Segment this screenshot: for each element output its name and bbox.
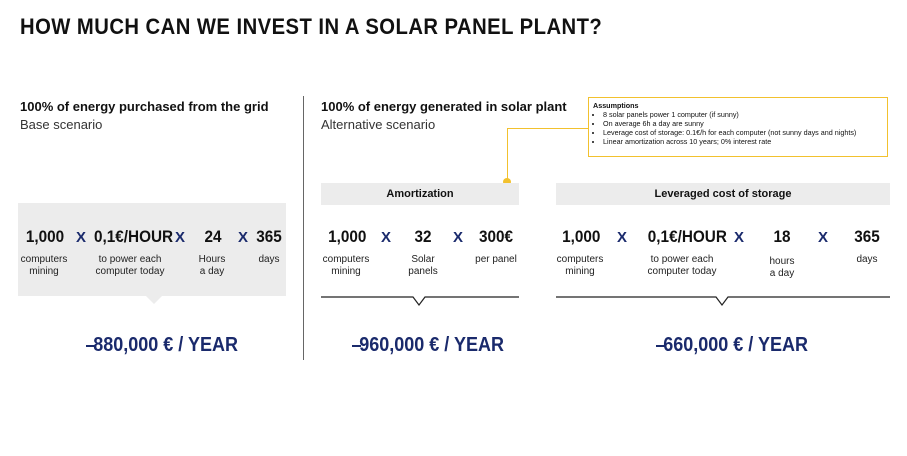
multiply-sign: X <box>734 229 745 246</box>
assumptions-connector <box>507 128 589 129</box>
factor-value: 300€ <box>478 227 514 246</box>
factor-label: hours a day <box>769 256 795 279</box>
factor-label: computers mining <box>556 254 604 277</box>
multiply-sign: X <box>453 229 464 246</box>
assumption-item: On average 6h a day are sunny <box>603 119 883 128</box>
factor-value: 365 <box>256 227 282 246</box>
factor-value: 18 <box>773 227 791 246</box>
assumptions-box: Assumptions 8 solar panels power 1 compu… <box>588 97 888 157</box>
alt-scenario-heading: 100% of energy generated in solar plant <box>321 99 567 114</box>
multiply-sign: X <box>818 229 829 246</box>
storage-header: Leveraged cost of storage <box>556 183 890 205</box>
scenario-divider <box>303 96 304 360</box>
factor-label: days <box>258 254 280 265</box>
assumption-item: Leverage cost of storage: 0.1€/h for eac… <box>603 128 883 137</box>
storage-bracket <box>556 296 890 306</box>
factor-label: to power each computer today <box>647 254 717 277</box>
base-scenario-subheading: Base scenario <box>20 117 103 132</box>
multiply-sign: X <box>175 229 186 246</box>
factor-value: 1,000 <box>328 227 367 246</box>
base-scenario-panel <box>18 203 286 296</box>
factor-label: Solar panels <box>408 254 438 277</box>
factor-value: 24 <box>204 227 222 246</box>
factor-value: 1,000 <box>25 227 65 246</box>
panel-pointer <box>146 296 162 304</box>
factor-label: computers mining <box>20 254 68 277</box>
factor-label: days <box>856 254 878 265</box>
factor-value: 0,1€/HOUR <box>647 227 727 246</box>
factor-value: 365 <box>854 227 880 246</box>
assumptions-title: Assumptions <box>593 101 639 110</box>
amortization-bracket <box>321 296 519 306</box>
connector-dot-icon <box>503 178 511 186</box>
factor-value: 0,1€/HOUR <box>94 227 174 246</box>
page-title: HOW MUCH CAN WE INVEST IN A SOLAR PANEL … <box>20 14 603 39</box>
factor-label: computers mining <box>322 254 370 277</box>
storage-total: 660,000 € / YEAR <box>656 334 808 357</box>
amortization-total: 960,000 € / YEAR <box>352 334 504 357</box>
assumptions-connector <box>507 128 508 180</box>
multiply-sign: X <box>617 229 628 246</box>
factor-value: 32 <box>414 227 432 246</box>
factor-value: 1,000 <box>562 227 601 246</box>
assumption-item: Linear amortization across 10 years; 0% … <box>603 137 883 146</box>
multiply-sign: X <box>238 229 249 246</box>
assumption-item: 8 solar panels power 1 computer (if sunn… <box>603 110 883 119</box>
amortization-header: Amortization <box>321 183 519 205</box>
multiply-sign: X <box>76 229 87 246</box>
multiply-sign: X <box>381 229 392 246</box>
base-total: 880,000 € / YEAR <box>86 334 238 357</box>
factor-label: per panel <box>475 254 517 265</box>
alt-scenario-subheading: Alternative scenario <box>321 117 436 132</box>
factor-label: to power each computer today <box>95 254 165 277</box>
factor-label: Hours a day <box>198 254 226 277</box>
base-scenario-heading: 100% of energy purchased from the grid <box>20 99 269 114</box>
